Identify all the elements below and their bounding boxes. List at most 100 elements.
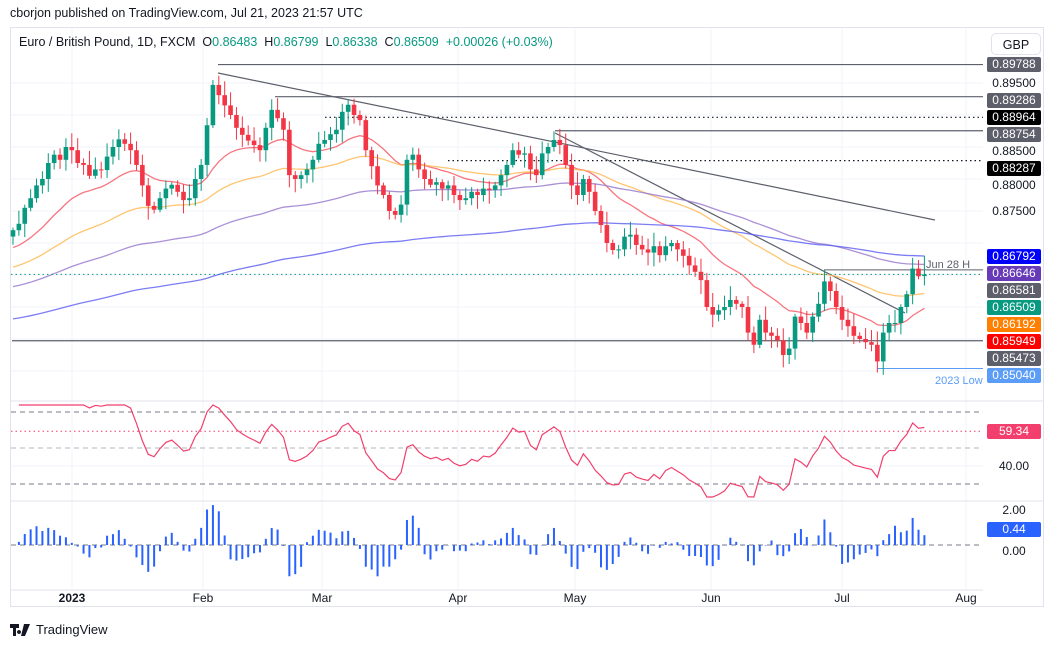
histogram-bar — [611, 545, 614, 565]
candle-body — [763, 319, 768, 333]
histogram-bar — [705, 545, 708, 566]
candle-body — [310, 159, 316, 170]
candle-body — [610, 243, 616, 251]
time-axis-label: Apr — [448, 591, 468, 605]
price-label: 0.89788 — [987, 57, 1041, 73]
histogram-bar — [676, 542, 679, 545]
candle-body — [181, 191, 186, 201]
price-label: 0.88754 — [987, 126, 1041, 142]
open-value: 0.86483 — [212, 35, 258, 49]
candle-body — [75, 150, 80, 163]
histogram-bar — [858, 545, 861, 555]
histogram-bar — [723, 545, 726, 546]
price-label: 0.88287 — [987, 160, 1041, 176]
histogram-bar — [888, 534, 891, 545]
histogram-bar — [141, 545, 144, 566]
histogram-bar — [317, 529, 320, 545]
histogram-bar — [846, 545, 849, 563]
currency-button[interactable]: GBP — [991, 33, 1041, 55]
histogram-bar — [76, 545, 79, 547]
candle-body — [210, 84, 216, 126]
low-value: 0.86338 — [332, 35, 378, 49]
histogram-bar — [841, 545, 844, 564]
histogram-bar — [405, 520, 408, 545]
candle-body — [151, 205, 157, 210]
histogram-bar — [823, 519, 826, 545]
histogram-bar — [276, 529, 279, 545]
candle-body — [22, 207, 28, 224]
ma20-line — [12, 134, 925, 327]
candle-body — [34, 185, 39, 199]
price-tick: 0.88500 — [992, 143, 1036, 158]
histogram-bar — [347, 530, 350, 545]
candle-body — [451, 185, 457, 195]
candle-body — [869, 342, 874, 345]
candle-body — [387, 195, 392, 211]
price-label: 0.89286 — [987, 92, 1041, 108]
candle-body — [510, 150, 516, 165]
candle-body — [292, 175, 298, 179]
histogram-bar — [423, 545, 426, 555]
candle-body — [445, 185, 451, 189]
candle-body — [522, 153, 527, 155]
price-label: 0.85473 — [987, 350, 1041, 366]
histogram-bar — [82, 545, 85, 554]
histogram-bar — [882, 540, 885, 545]
histogram-bar — [323, 530, 326, 545]
candle-body — [51, 154, 57, 163]
histogram-bar — [564, 545, 567, 554]
candle-body — [657, 246, 663, 256]
candle-body — [375, 166, 380, 186]
candle-body — [328, 134, 333, 140]
candle-body — [198, 164, 204, 179]
histogram-bar — [47, 527, 50, 545]
histogram-bar — [435, 545, 438, 552]
price-label: 0.86581 — [987, 282, 1041, 298]
candle-body — [651, 246, 657, 253]
histogram-bar — [541, 545, 544, 546]
year-low-label: 2023 Low — [935, 375, 983, 387]
candle-body — [357, 115, 363, 121]
candle-body — [528, 153, 533, 170]
histogram-bar — [147, 545, 150, 572]
histogram-bar — [153, 545, 156, 567]
histogram-bar — [100, 545, 103, 548]
histogram-bar — [594, 545, 597, 553]
candle-body — [40, 179, 45, 186]
candle-body — [240, 127, 245, 135]
histogram-bar — [106, 535, 109, 545]
histogram-bar — [870, 545, 873, 550]
histogram-bar — [400, 545, 403, 550]
candle-body — [469, 191, 474, 199]
histogram-bar — [294, 545, 297, 575]
histogram-bar — [752, 545, 755, 566]
candle-body — [645, 249, 651, 253]
candle-body — [381, 185, 386, 195]
histogram-bar — [159, 545, 161, 552]
histogram-bar — [341, 531, 344, 545]
candle-body — [81, 163, 86, 165]
candle-body — [10, 230, 16, 237]
histogram-bar — [264, 538, 267, 545]
histogram-bar — [829, 532, 832, 545]
candle-body — [804, 323, 810, 333]
candle-body — [128, 143, 133, 151]
histogram-bar — [670, 543, 673, 545]
candle-body — [516, 150, 521, 155]
histogram-bar — [194, 538, 197, 545]
candle-body — [563, 145, 569, 165]
histogram-bar — [864, 545, 867, 553]
histogram-bar — [53, 530, 56, 545]
candle-body — [269, 109, 275, 128]
histogram-bar — [270, 528, 273, 545]
candle-body — [169, 184, 175, 189]
candle-body — [69, 147, 75, 151]
price-tick: 0.89500 — [992, 75, 1036, 90]
histogram-bar — [600, 545, 602, 568]
candle-body — [669, 243, 674, 247]
histogram-bar — [470, 543, 473, 545]
histogram-bar — [282, 545, 285, 546]
time-axis-label: Mar — [311, 591, 333, 605]
candle-body — [686, 255, 692, 266]
